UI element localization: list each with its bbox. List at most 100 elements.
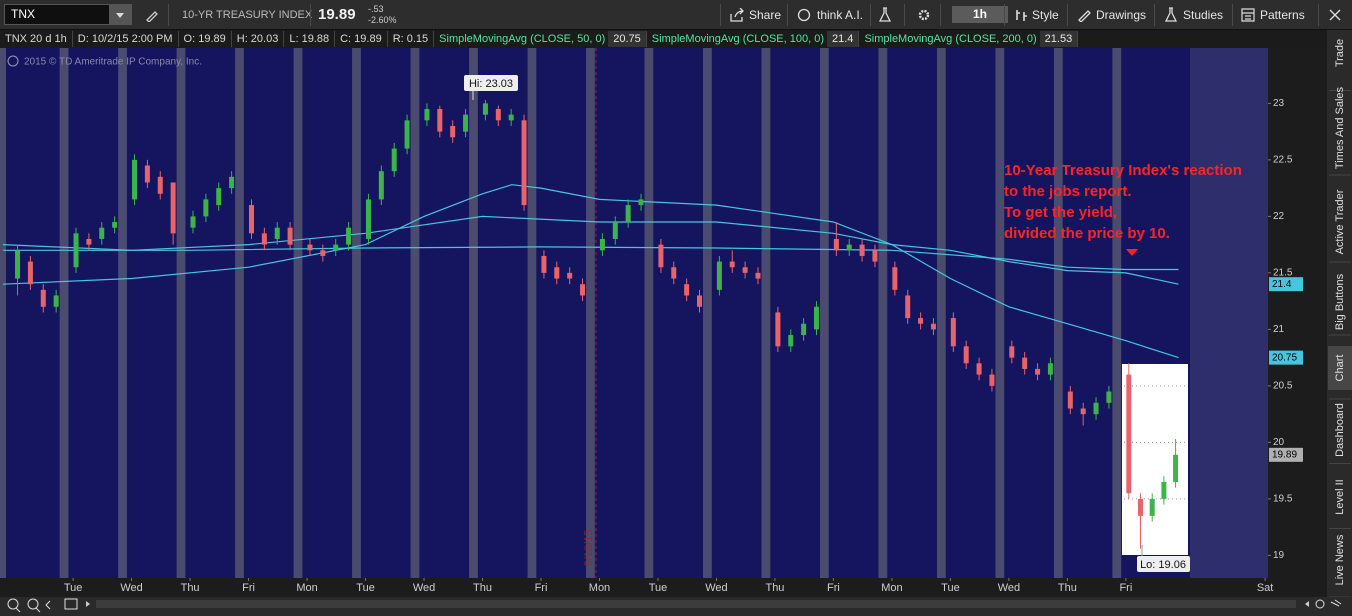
session-band <box>469 48 478 578</box>
separator <box>1318 4 1319 26</box>
scrollbar[interactable] <box>96 600 1296 608</box>
y-tick-label: 20 <box>1273 437 1285 448</box>
close-icon[interactable] <box>1329 9 1341 21</box>
patterns-icon[interactable] <box>1241 8 1255 22</box>
session-band <box>118 48 127 578</box>
study-value: 20.75 <box>608 31 647 47</box>
edit-icon[interactable] <box>145 8 159 22</box>
candle-body <box>658 244 664 268</box>
candle-body <box>157 176 163 194</box>
candle-body <box>1137 498 1143 516</box>
plot-background <box>0 48 1268 578</box>
side-tab[interactable]: Live News <box>1334 534 1346 585</box>
drawings-icon[interactable] <box>1077 8 1091 22</box>
note-line: To get the yield, <box>1004 204 1117 221</box>
symbol-input[interactable]: TNX <box>4 4 132 25</box>
session-band <box>410 48 420 578</box>
note-arrow <box>1126 249 1138 256</box>
chart-spec: TNX 20 d 1h <box>0 31 73 47</box>
zoom-back[interactable] <box>45 600 51 610</box>
candle-body <box>248 205 254 234</box>
side-tab[interactable]: Level II <box>1334 479 1346 514</box>
scroll-left[interactable] <box>86 601 90 607</box>
session-band <box>878 48 888 578</box>
candle-body <box>40 289 46 307</box>
style-icon[interactable] <box>1014 8 1028 22</box>
patterns-button[interactable]: Patterns <box>1260 8 1305 22</box>
session-band <box>1112 48 1122 578</box>
side-tab[interactable]: Active Trader <box>1334 189 1346 254</box>
x-tick-label: Wed <box>705 582 727 594</box>
candle-body <box>15 250 21 279</box>
zoom-out[interactable] <box>7 598 19 610</box>
date-marker-label: 9/18/15 <box>583 530 595 567</box>
last-price-marker: 19.89 <box>1272 449 1297 460</box>
candle-body <box>541 255 547 273</box>
settings-icon[interactable] <box>917 8 931 22</box>
candle-body <box>612 222 618 239</box>
ma-value-marker-box <box>1269 350 1303 365</box>
y-tick-label: 22 <box>1273 211 1285 222</box>
drawings-button[interactable]: Drawings <box>1096 8 1147 22</box>
scroll-right[interactable] <box>1305 601 1309 607</box>
symbol-dropdown[interactable] <box>109 5 131 24</box>
change-percent: -2.60% <box>368 15 397 25</box>
candle-body <box>638 199 644 206</box>
candle-body <box>813 306 819 330</box>
session-band <box>59 48 69 578</box>
candle-body <box>976 363 982 375</box>
share-icon[interactable] <box>729 8 745 22</box>
x-tick-label: Fri <box>1119 582 1132 594</box>
study-name: SimpleMovingAvg (CLOSE, 200, 0) <box>864 33 1037 45</box>
side-tab[interactable]: Dashboard <box>1334 403 1346 457</box>
candle-body <box>53 295 59 307</box>
share-glyph <box>730 8 744 22</box>
bar-range: R: 0.15 <box>388 31 435 47</box>
candle-body <box>424 109 430 121</box>
session-band <box>644 48 654 578</box>
flask-icon[interactable] <box>878 7 892 23</box>
flask-glyph <box>878 7 892 22</box>
candle-body <box>1149 498 1155 516</box>
side-tab[interactable]: Chart <box>1334 355 1346 382</box>
side-tab[interactable]: Times And Sales <box>1334 86 1346 169</box>
share-button[interactable]: Share <box>749 8 782 22</box>
candle-body <box>1161 481 1167 499</box>
low-label: Lo: 19.06 <box>1140 559 1186 571</box>
style-button[interactable]: Style <box>1032 8 1059 22</box>
candle-body <box>450 125 456 138</box>
session-band <box>819 48 829 578</box>
symbol[interactable]: TNX <box>11 7 35 21</box>
candle-body <box>684 284 690 296</box>
study-value: 21.4 <box>827 31 860 47</box>
side-tab[interactable]: Big Buttons <box>1334 273 1346 330</box>
y-tick-label: 23 <box>1273 98 1285 109</box>
studies-button[interactable]: Studies <box>1183 8 1224 22</box>
zoom-reset[interactable] <box>1315 599 1325 609</box>
y-tick-label: 21.5 <box>1273 268 1293 279</box>
candle-body <box>859 244 865 256</box>
think-ai-button[interactable]: think A.I. <box>817 8 864 22</box>
candle-body <box>203 199 209 217</box>
candle-body <box>1067 391 1073 409</box>
separator <box>720 4 721 26</box>
candle-body <box>742 267 748 273</box>
candle-body <box>1035 368 1041 375</box>
separator <box>1067 4 1068 26</box>
ai-icon[interactable] <box>797 8 811 22</box>
studies-icon[interactable] <box>1164 7 1178 23</box>
timeframe-button[interactable]: 1h <box>952 6 1008 23</box>
candle-body <box>378 171 384 200</box>
candle-body <box>963 346 969 364</box>
candle-body <box>86 238 92 245</box>
pan-icon[interactable] <box>1330 599 1342 607</box>
separator <box>1232 4 1233 26</box>
zoom-box[interactable] <box>64 598 78 610</box>
side-tab[interactable]: Trade <box>1334 39 1346 67</box>
zoom-in[interactable] <box>27 598 39 610</box>
candle-body <box>671 267 677 279</box>
x-tick-label: Tue <box>356 582 375 594</box>
candle-body <box>872 250 878 262</box>
